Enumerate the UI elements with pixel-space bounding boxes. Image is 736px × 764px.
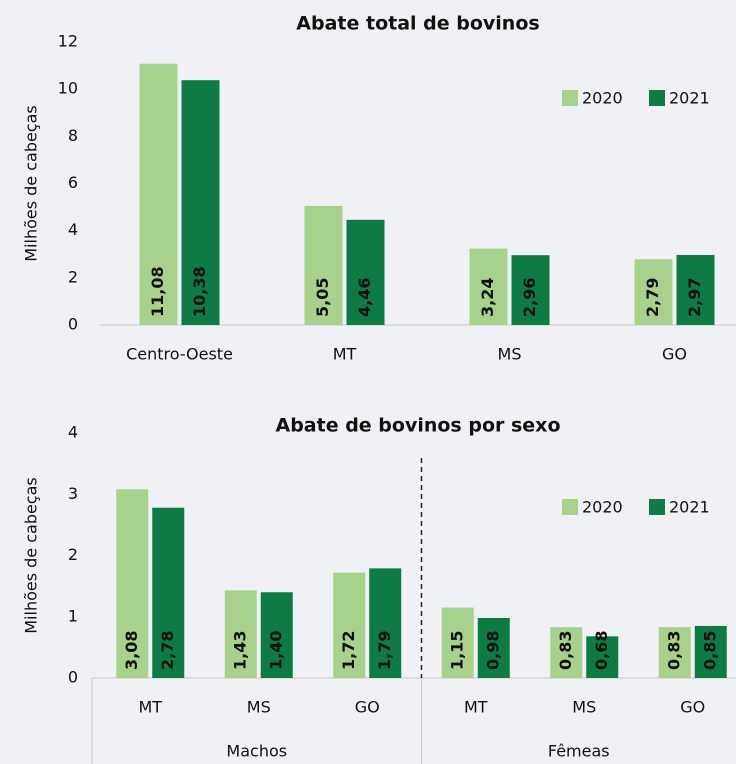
bar — [333, 572, 366, 678]
data-label: 1,15 — [447, 631, 466, 670]
x-tick-label: MS — [572, 698, 596, 717]
y-axis-label: Milhões de cabeças — [22, 477, 41, 634]
x-tick-label: MT — [138, 698, 162, 717]
bar — [511, 255, 550, 325]
data-label: 1,40 — [266, 631, 285, 670]
chart-title: Abate de bovinos por sexo — [275, 415, 560, 437]
y-tick-label: 6 — [68, 173, 78, 192]
bar — [181, 80, 220, 325]
x-tick-label: GO — [355, 698, 380, 717]
data-label: 0,83 — [556, 631, 575, 670]
legend-swatch — [649, 90, 665, 106]
bar — [634, 259, 673, 325]
data-label: 2,96 — [520, 278, 539, 317]
chart-title: Abate total de bovinos — [296, 13, 539, 35]
data-label: 11,08 — [148, 266, 167, 317]
bar — [224, 590, 257, 678]
group-label: Machos — [226, 742, 287, 761]
bar — [304, 205, 343, 325]
data-label: 3,08 — [122, 631, 141, 670]
y-axis-label: Milhões de cabeças — [22, 105, 41, 262]
bar — [586, 636, 619, 678]
bar — [550, 627, 583, 678]
x-tick-label: MT — [333, 345, 357, 364]
data-label: 2,97 — [685, 278, 704, 317]
bar — [139, 63, 178, 326]
bar — [346, 219, 385, 325]
bar — [694, 625, 727, 678]
y-tick-label: 10 — [58, 79, 78, 98]
data-label: 0,85 — [700, 631, 719, 670]
data-label: 4,46 — [355, 278, 374, 317]
y-tick-label: 0 — [68, 668, 78, 687]
data-label: 1,79 — [375, 631, 394, 670]
y-tick-label: 4 — [68, 423, 78, 442]
data-label: 2,78 — [158, 631, 177, 670]
data-label: 10,38 — [190, 266, 209, 317]
x-tick-label: GO — [662, 345, 687, 364]
data-label: 2,79 — [643, 278, 662, 317]
y-tick-label: 12 — [58, 32, 78, 51]
y-tick-label: 2 — [68, 267, 78, 286]
legend-label: 2021 — [669, 498, 710, 517]
x-tick-label: MT — [464, 698, 488, 717]
data-label: 0,68 — [592, 631, 611, 670]
bar — [369, 568, 402, 678]
data-label: 1,43 — [230, 631, 249, 670]
legend-swatch — [562, 90, 578, 106]
y-tick-label: 4 — [68, 220, 78, 239]
bar — [260, 592, 293, 678]
legend-label: 2021 — [669, 89, 710, 108]
legend-swatch — [649, 499, 665, 515]
y-tick-label: 0 — [68, 315, 78, 334]
bar — [469, 248, 508, 325]
legend-label: 2020 — [582, 89, 623, 108]
data-label: 0,83 — [664, 631, 683, 670]
y-tick-label: 2 — [68, 545, 78, 564]
bar — [477, 617, 510, 678]
legend-label: 2020 — [582, 498, 623, 517]
x-tick-label: MS — [498, 345, 522, 364]
bar — [441, 607, 474, 678]
bar — [676, 254, 715, 325]
bar — [658, 627, 691, 678]
data-label: 3,24 — [478, 278, 497, 317]
y-tick-label: 8 — [68, 126, 78, 145]
data-label: 0,98 — [483, 631, 502, 670]
x-tick-label: MS — [247, 698, 271, 717]
group-label: Fêmeas — [548, 742, 610, 761]
data-label: 1,72 — [339, 631, 358, 670]
x-tick-label: Centro-Oeste — [126, 345, 233, 364]
y-tick-label: 3 — [68, 484, 78, 503]
x-tick-label: GO — [680, 698, 705, 717]
bar — [152, 507, 185, 678]
data-label: 5,05 — [313, 278, 332, 317]
bar — [116, 489, 149, 678]
legend-swatch — [562, 499, 578, 515]
y-tick-label: 1 — [68, 606, 78, 625]
